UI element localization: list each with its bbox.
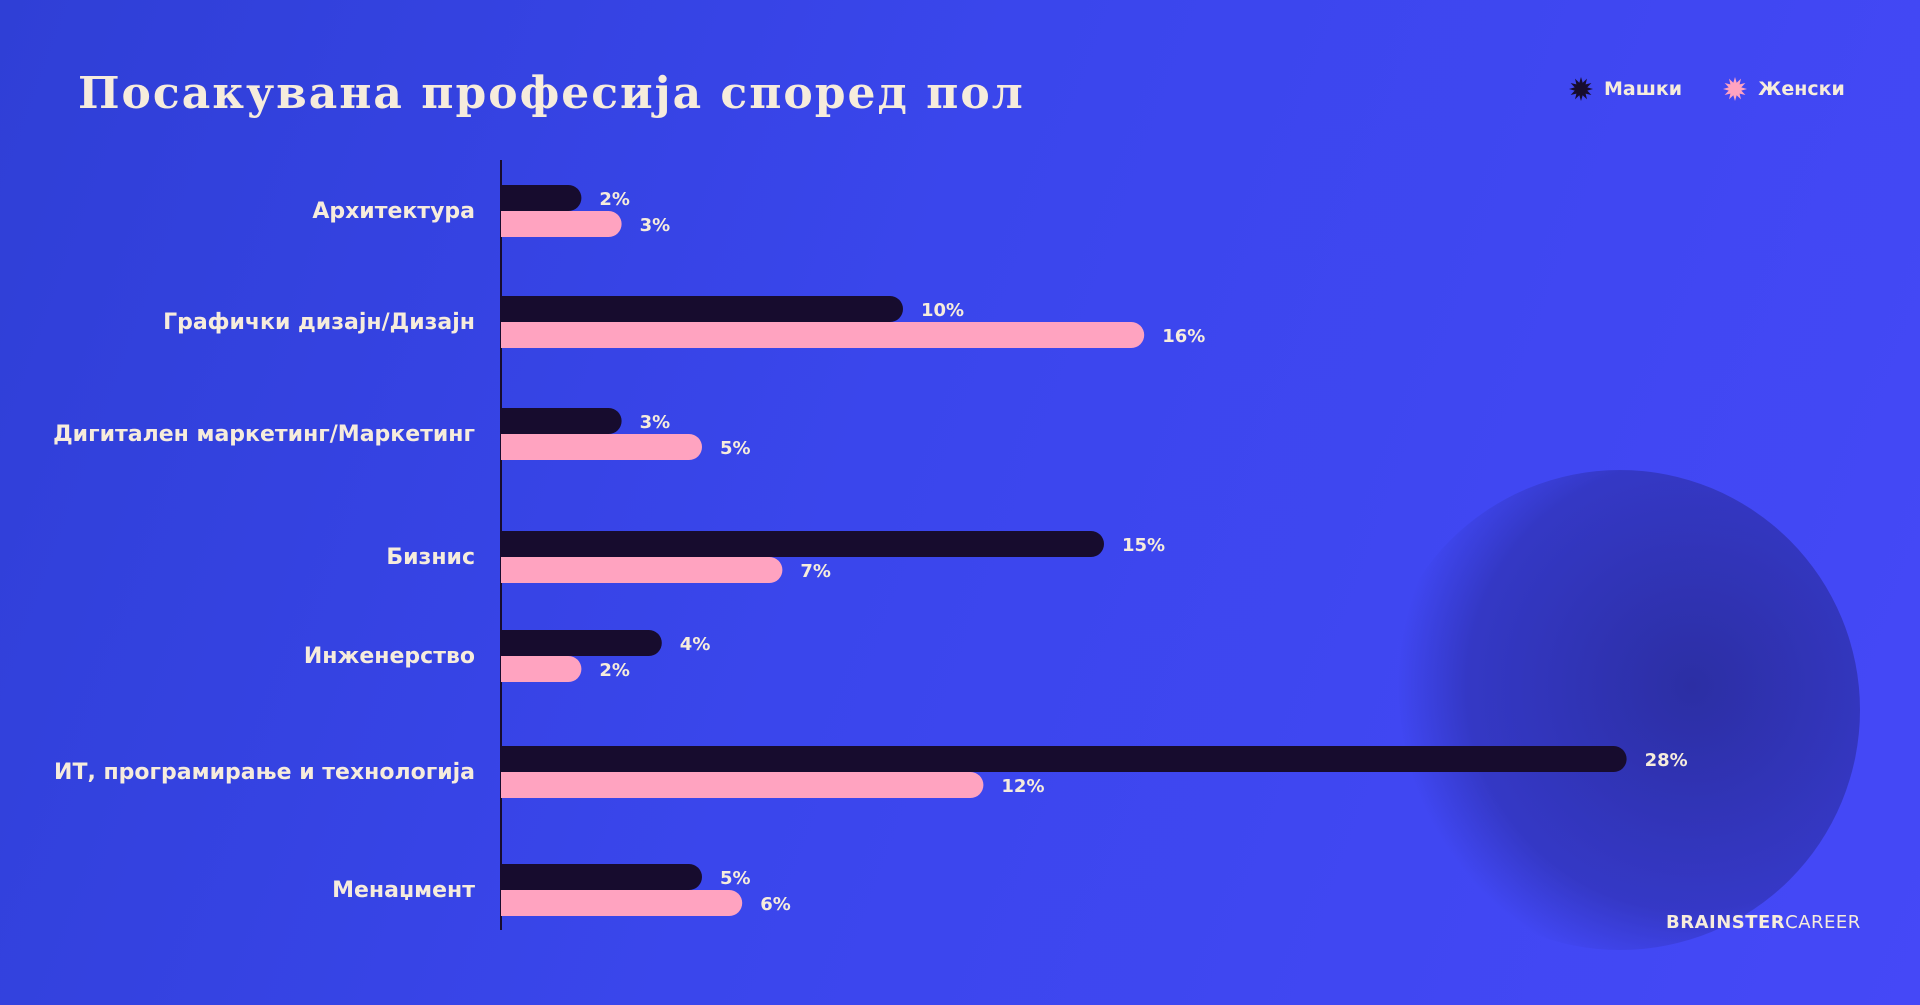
legend: Машки Женски bbox=[1568, 76, 1845, 102]
chart-title: Посакувана професија според пол bbox=[78, 68, 1025, 119]
decorative-circle bbox=[1380, 470, 1860, 950]
category-label: ИТ, програмирање и технологија bbox=[54, 760, 475, 785]
value-label-male: 2% bbox=[599, 189, 630, 210]
bar-female bbox=[501, 322, 1145, 348]
category-label: Дигитален маркетинг/Маркетинг bbox=[53, 422, 475, 447]
value-label-female: 5% bbox=[720, 438, 751, 459]
bar-female bbox=[501, 557, 783, 583]
legend-item-male: Машки bbox=[1568, 76, 1682, 102]
category-label: Бизнис bbox=[386, 545, 475, 570]
bar-female bbox=[501, 890, 743, 916]
bar-male bbox=[501, 630, 662, 656]
bar-male bbox=[501, 296, 903, 322]
value-label-male: 3% bbox=[640, 412, 671, 433]
bar-male bbox=[501, 185, 582, 211]
legend-label-female: Женски bbox=[1758, 78, 1845, 100]
value-label-female: 6% bbox=[760, 894, 791, 915]
value-label-male: 15% bbox=[1122, 535, 1165, 556]
bar-male bbox=[501, 531, 1104, 557]
bar-female bbox=[501, 772, 984, 798]
category-label: Менаџмент bbox=[332, 878, 475, 903]
value-label-female: 7% bbox=[800, 561, 831, 582]
value-label-female: 3% bbox=[640, 215, 671, 236]
bar-male bbox=[501, 746, 1627, 772]
legend-label-male: Машки bbox=[1604, 78, 1683, 100]
star-burst-icon bbox=[1569, 77, 1593, 101]
value-label-female: 12% bbox=[1001, 776, 1044, 797]
brand-logo: BRAINSTERCAREER bbox=[1666, 912, 1861, 933]
value-label-male: 10% bbox=[921, 300, 964, 321]
value-label-female: 2% bbox=[599, 660, 630, 681]
bar-female bbox=[501, 656, 582, 682]
bar-male bbox=[501, 864, 702, 890]
bar-female bbox=[501, 211, 622, 237]
value-label-male: 5% bbox=[720, 868, 751, 889]
category-label: Архитектура bbox=[312, 199, 475, 224]
value-label-male: 28% bbox=[1645, 750, 1688, 771]
bar-female bbox=[501, 434, 702, 460]
bar-male bbox=[501, 408, 622, 434]
category-label: Графички дизајн/Дизајн bbox=[163, 310, 475, 335]
value-label-female: 16% bbox=[1162, 326, 1205, 347]
legend-item-female: Женски bbox=[1722, 76, 1845, 102]
category-label: Инженерство bbox=[304, 644, 475, 669]
value-label-male: 4% bbox=[680, 634, 711, 655]
star-burst-icon bbox=[1723, 77, 1748, 101]
